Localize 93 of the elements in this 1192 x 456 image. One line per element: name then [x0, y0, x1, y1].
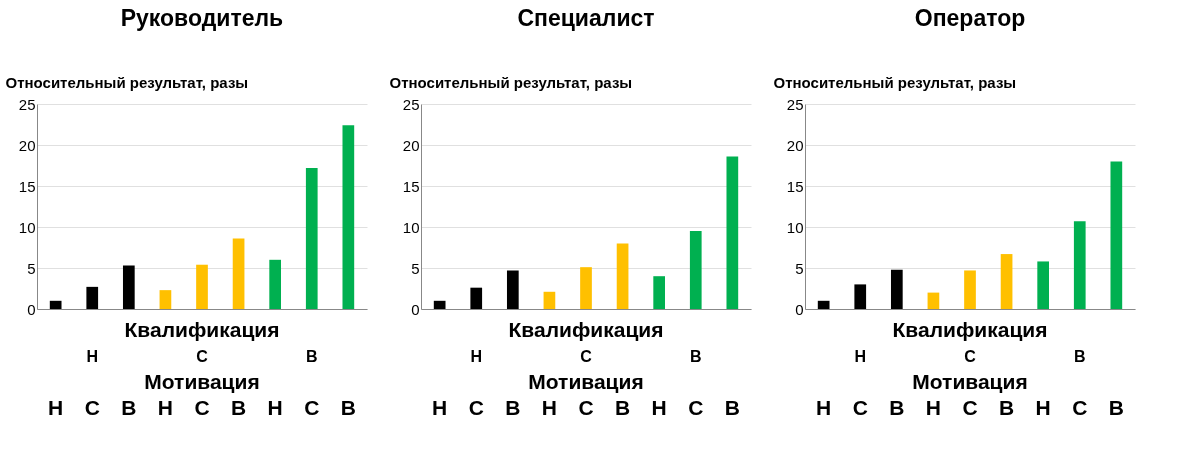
x-axis-title: Мотивация [144, 370, 260, 393]
x-axis-title: Мотивация [528, 370, 644, 393]
x-tick-label: В [121, 395, 137, 419]
bar [1037, 261, 1050, 309]
y-axis-title: Относительный результат, разы [773, 73, 1017, 91]
text: С [196, 348, 209, 365]
x-tick-label: Н [48, 395, 64, 419]
chart-title: Специалист [517, 5, 655, 31]
y-tick-label: 25 [402, 95, 420, 113]
y-tick-label: 15 [786, 177, 804, 195]
x-tick-label: Н [816, 395, 832, 419]
x-tick-label: В [505, 395, 521, 419]
y-tick-label: 20 [18, 136, 36, 154]
x-tick-label: С [578, 395, 594, 419]
y-tick-label: 10 [402, 218, 420, 236]
x-tick-label: С [688, 395, 704, 419]
y-tick-label: 10 [786, 218, 804, 236]
text: Н [470, 348, 483, 365]
bar [854, 284, 867, 309]
legend-title: Квалификация [124, 318, 280, 341]
y-tick-label: 15 [402, 177, 420, 195]
y-axis-title: Относительный результат, разы [5, 73, 249, 91]
y-tick-label: 5 [27, 259, 36, 277]
text: С [580, 348, 593, 365]
bar [616, 243, 629, 309]
chart-title: Руководитель [120, 5, 284, 31]
bar [964, 270, 976, 309]
bar [689, 231, 702, 309]
bar [543, 291, 556, 309]
legend-title: Квалификация [508, 318, 664, 341]
x-tick-label: Н [157, 395, 173, 419]
bar [653, 276, 666, 309]
bar [269, 259, 282, 309]
y-tick-label: 20 [786, 136, 804, 154]
text: В [1073, 348, 1086, 365]
bar [506, 270, 519, 309]
legend-title: Квалификация [892, 318, 1048, 341]
bar [890, 269, 903, 309]
y-tick-label: 15 [18, 177, 36, 195]
x-tick-label: Н [651, 395, 667, 419]
x-tick-label: В [615, 395, 631, 419]
x-tick-label: С [84, 395, 100, 419]
y-tick-label: 0 [27, 300, 36, 318]
bar [86, 286, 99, 309]
bar [433, 300, 446, 309]
y-axis-title: Относительный результат, разы [389, 73, 633, 91]
bar [196, 264, 208, 309]
bar [305, 167, 318, 309]
bar [1110, 161, 1123, 309]
y-tick-label: 0 [411, 300, 420, 318]
text: Н [854, 348, 867, 365]
y-tick-label: 5 [795, 259, 804, 277]
x-tick-label: Н [267, 395, 283, 419]
bar [726, 156, 739, 309]
bar [817, 300, 830, 309]
bar [470, 287, 483, 309]
y-tick-label: 0 [795, 300, 804, 318]
x-tick-label: С [194, 395, 210, 419]
x-tick-label: Н [925, 395, 941, 419]
y-tick-label: 25 [786, 95, 804, 113]
x-tick-label: В [1108, 395, 1124, 419]
bar [1000, 254, 1013, 309]
x-tick-label: С [468, 395, 484, 419]
bar [580, 267, 592, 309]
x-tick-label: С [962, 395, 978, 419]
x-tick-label: В [231, 395, 247, 419]
y-tick-label: 25 [18, 95, 36, 113]
bar [1073, 221, 1086, 309]
x-tick-label: С [852, 395, 868, 419]
bar [232, 238, 245, 309]
chart-title: Оператор [914, 5, 1026, 31]
y-tick-label: 5 [411, 259, 420, 277]
bar [122, 265, 135, 309]
text: С [964, 348, 977, 365]
y-tick-label: 20 [402, 136, 420, 154]
x-tick-label: С [304, 395, 320, 419]
x-tick-label: В [889, 395, 905, 419]
text: В [689, 348, 702, 365]
x-tick-label: Н [432, 395, 448, 419]
x-tick-label: В [340, 395, 356, 419]
x-tick-label: Н [1035, 395, 1051, 419]
bar [159, 290, 172, 309]
text: В [305, 348, 318, 365]
bar [49, 300, 62, 309]
bar [927, 292, 940, 309]
x-tick-label: С [1072, 395, 1088, 419]
bar [342, 125, 355, 309]
x-tick-label: В [999, 395, 1015, 419]
x-tick-label: Н [541, 395, 557, 419]
y-tick-label: 10 [18, 218, 36, 236]
text: Н [86, 348, 99, 365]
x-axis-title: Мотивация [912, 370, 1028, 393]
x-tick-label: В [724, 395, 740, 419]
